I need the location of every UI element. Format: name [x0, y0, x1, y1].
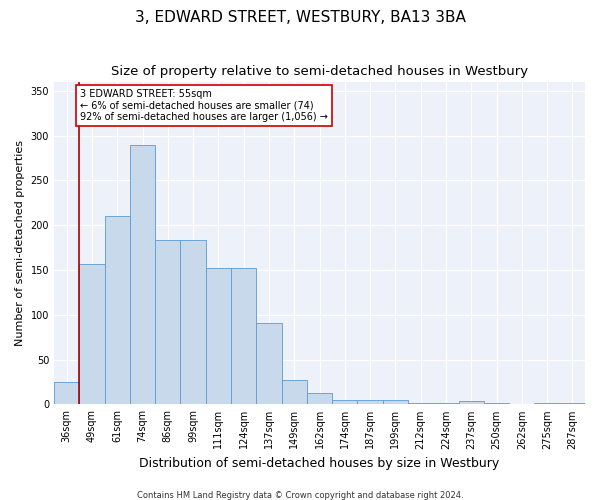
Bar — [281, 380, 307, 404]
Bar — [560, 402, 585, 404]
Bar — [231, 268, 256, 404]
Text: 3 EDWARD STREET: 55sqm
← 6% of semi-detached houses are smaller (74)
92% of semi: 3 EDWARD STREET: 55sqm ← 6% of semi-deta… — [80, 89, 328, 122]
Bar — [181, 240, 206, 404]
Text: Contains HM Land Registry data © Crown copyright and database right 2024.: Contains HM Land Registry data © Crown c… — [137, 490, 463, 500]
Bar — [484, 402, 509, 404]
Bar — [256, 323, 281, 404]
Bar — [458, 400, 484, 404]
Title: Size of property relative to semi-detached houses in Westbury: Size of property relative to semi-detach… — [111, 65, 528, 78]
Bar — [358, 400, 383, 404]
Bar — [383, 400, 408, 404]
Bar — [104, 216, 130, 404]
Text: 3, EDWARD STREET, WESTBURY, BA13 3BA: 3, EDWARD STREET, WESTBURY, BA13 3BA — [134, 10, 466, 25]
Bar — [332, 400, 358, 404]
Bar — [79, 264, 104, 404]
Bar — [535, 402, 560, 404]
Y-axis label: Number of semi-detached properties: Number of semi-detached properties — [15, 140, 25, 346]
X-axis label: Distribution of semi-detached houses by size in Westbury: Distribution of semi-detached houses by … — [139, 457, 500, 470]
Bar — [206, 268, 231, 404]
Bar — [307, 392, 332, 404]
Bar — [155, 240, 181, 404]
Bar — [130, 144, 155, 404]
Bar — [54, 382, 79, 404]
